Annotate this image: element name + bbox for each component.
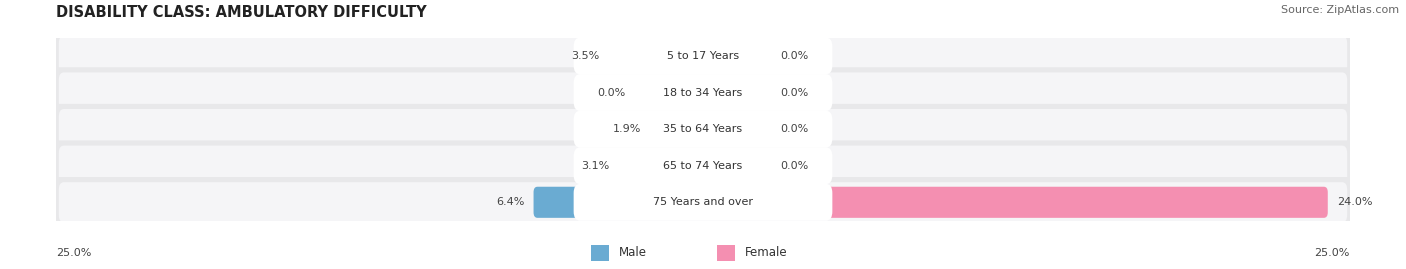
FancyBboxPatch shape xyxy=(59,109,1347,149)
Text: DISABILITY CLASS: AMBULATORY DIFFICULTY: DISABILITY CLASS: AMBULATORY DIFFICULTY xyxy=(56,5,427,20)
FancyBboxPatch shape xyxy=(59,182,1347,222)
Text: 3.1%: 3.1% xyxy=(582,161,610,171)
Text: 0.0%: 0.0% xyxy=(780,51,808,61)
Text: 0.0%: 0.0% xyxy=(598,87,626,98)
FancyBboxPatch shape xyxy=(699,187,1327,218)
FancyBboxPatch shape xyxy=(574,38,832,74)
FancyBboxPatch shape xyxy=(699,40,772,72)
FancyBboxPatch shape xyxy=(59,72,1347,113)
Text: Male: Male xyxy=(619,246,647,259)
FancyBboxPatch shape xyxy=(574,147,832,184)
FancyBboxPatch shape xyxy=(650,114,707,145)
Text: 75 Years and over: 75 Years and over xyxy=(652,197,754,207)
Text: 5 to 17 Years: 5 to 17 Years xyxy=(666,51,740,61)
FancyBboxPatch shape xyxy=(699,114,772,145)
Text: 3.5%: 3.5% xyxy=(571,51,599,61)
FancyBboxPatch shape xyxy=(48,104,1358,154)
FancyBboxPatch shape xyxy=(574,74,832,111)
FancyBboxPatch shape xyxy=(48,177,1358,228)
FancyBboxPatch shape xyxy=(574,111,832,147)
Text: 0.0%: 0.0% xyxy=(780,161,808,171)
FancyBboxPatch shape xyxy=(699,77,772,108)
Text: 25.0%: 25.0% xyxy=(1315,248,1350,258)
FancyBboxPatch shape xyxy=(634,77,707,108)
Text: Source: ZipAtlas.com: Source: ZipAtlas.com xyxy=(1281,5,1399,15)
Text: Female: Female xyxy=(745,246,787,259)
Text: 1.9%: 1.9% xyxy=(613,124,641,134)
FancyBboxPatch shape xyxy=(699,150,772,181)
Text: 6.4%: 6.4% xyxy=(496,197,524,207)
FancyBboxPatch shape xyxy=(609,40,707,72)
FancyBboxPatch shape xyxy=(59,36,1347,76)
Text: 25.0%: 25.0% xyxy=(56,248,91,258)
Text: 0.0%: 0.0% xyxy=(780,87,808,98)
FancyBboxPatch shape xyxy=(48,140,1358,191)
Text: 65 to 74 Years: 65 to 74 Years xyxy=(664,161,742,171)
FancyBboxPatch shape xyxy=(48,67,1358,118)
Text: 0.0%: 0.0% xyxy=(780,124,808,134)
Text: 18 to 34 Years: 18 to 34 Years xyxy=(664,87,742,98)
Text: 24.0%: 24.0% xyxy=(1337,197,1372,207)
FancyBboxPatch shape xyxy=(574,184,832,221)
FancyBboxPatch shape xyxy=(533,187,707,218)
Text: 35 to 64 Years: 35 to 64 Years xyxy=(664,124,742,134)
FancyBboxPatch shape xyxy=(59,146,1347,186)
FancyBboxPatch shape xyxy=(619,150,707,181)
FancyBboxPatch shape xyxy=(48,31,1358,81)
